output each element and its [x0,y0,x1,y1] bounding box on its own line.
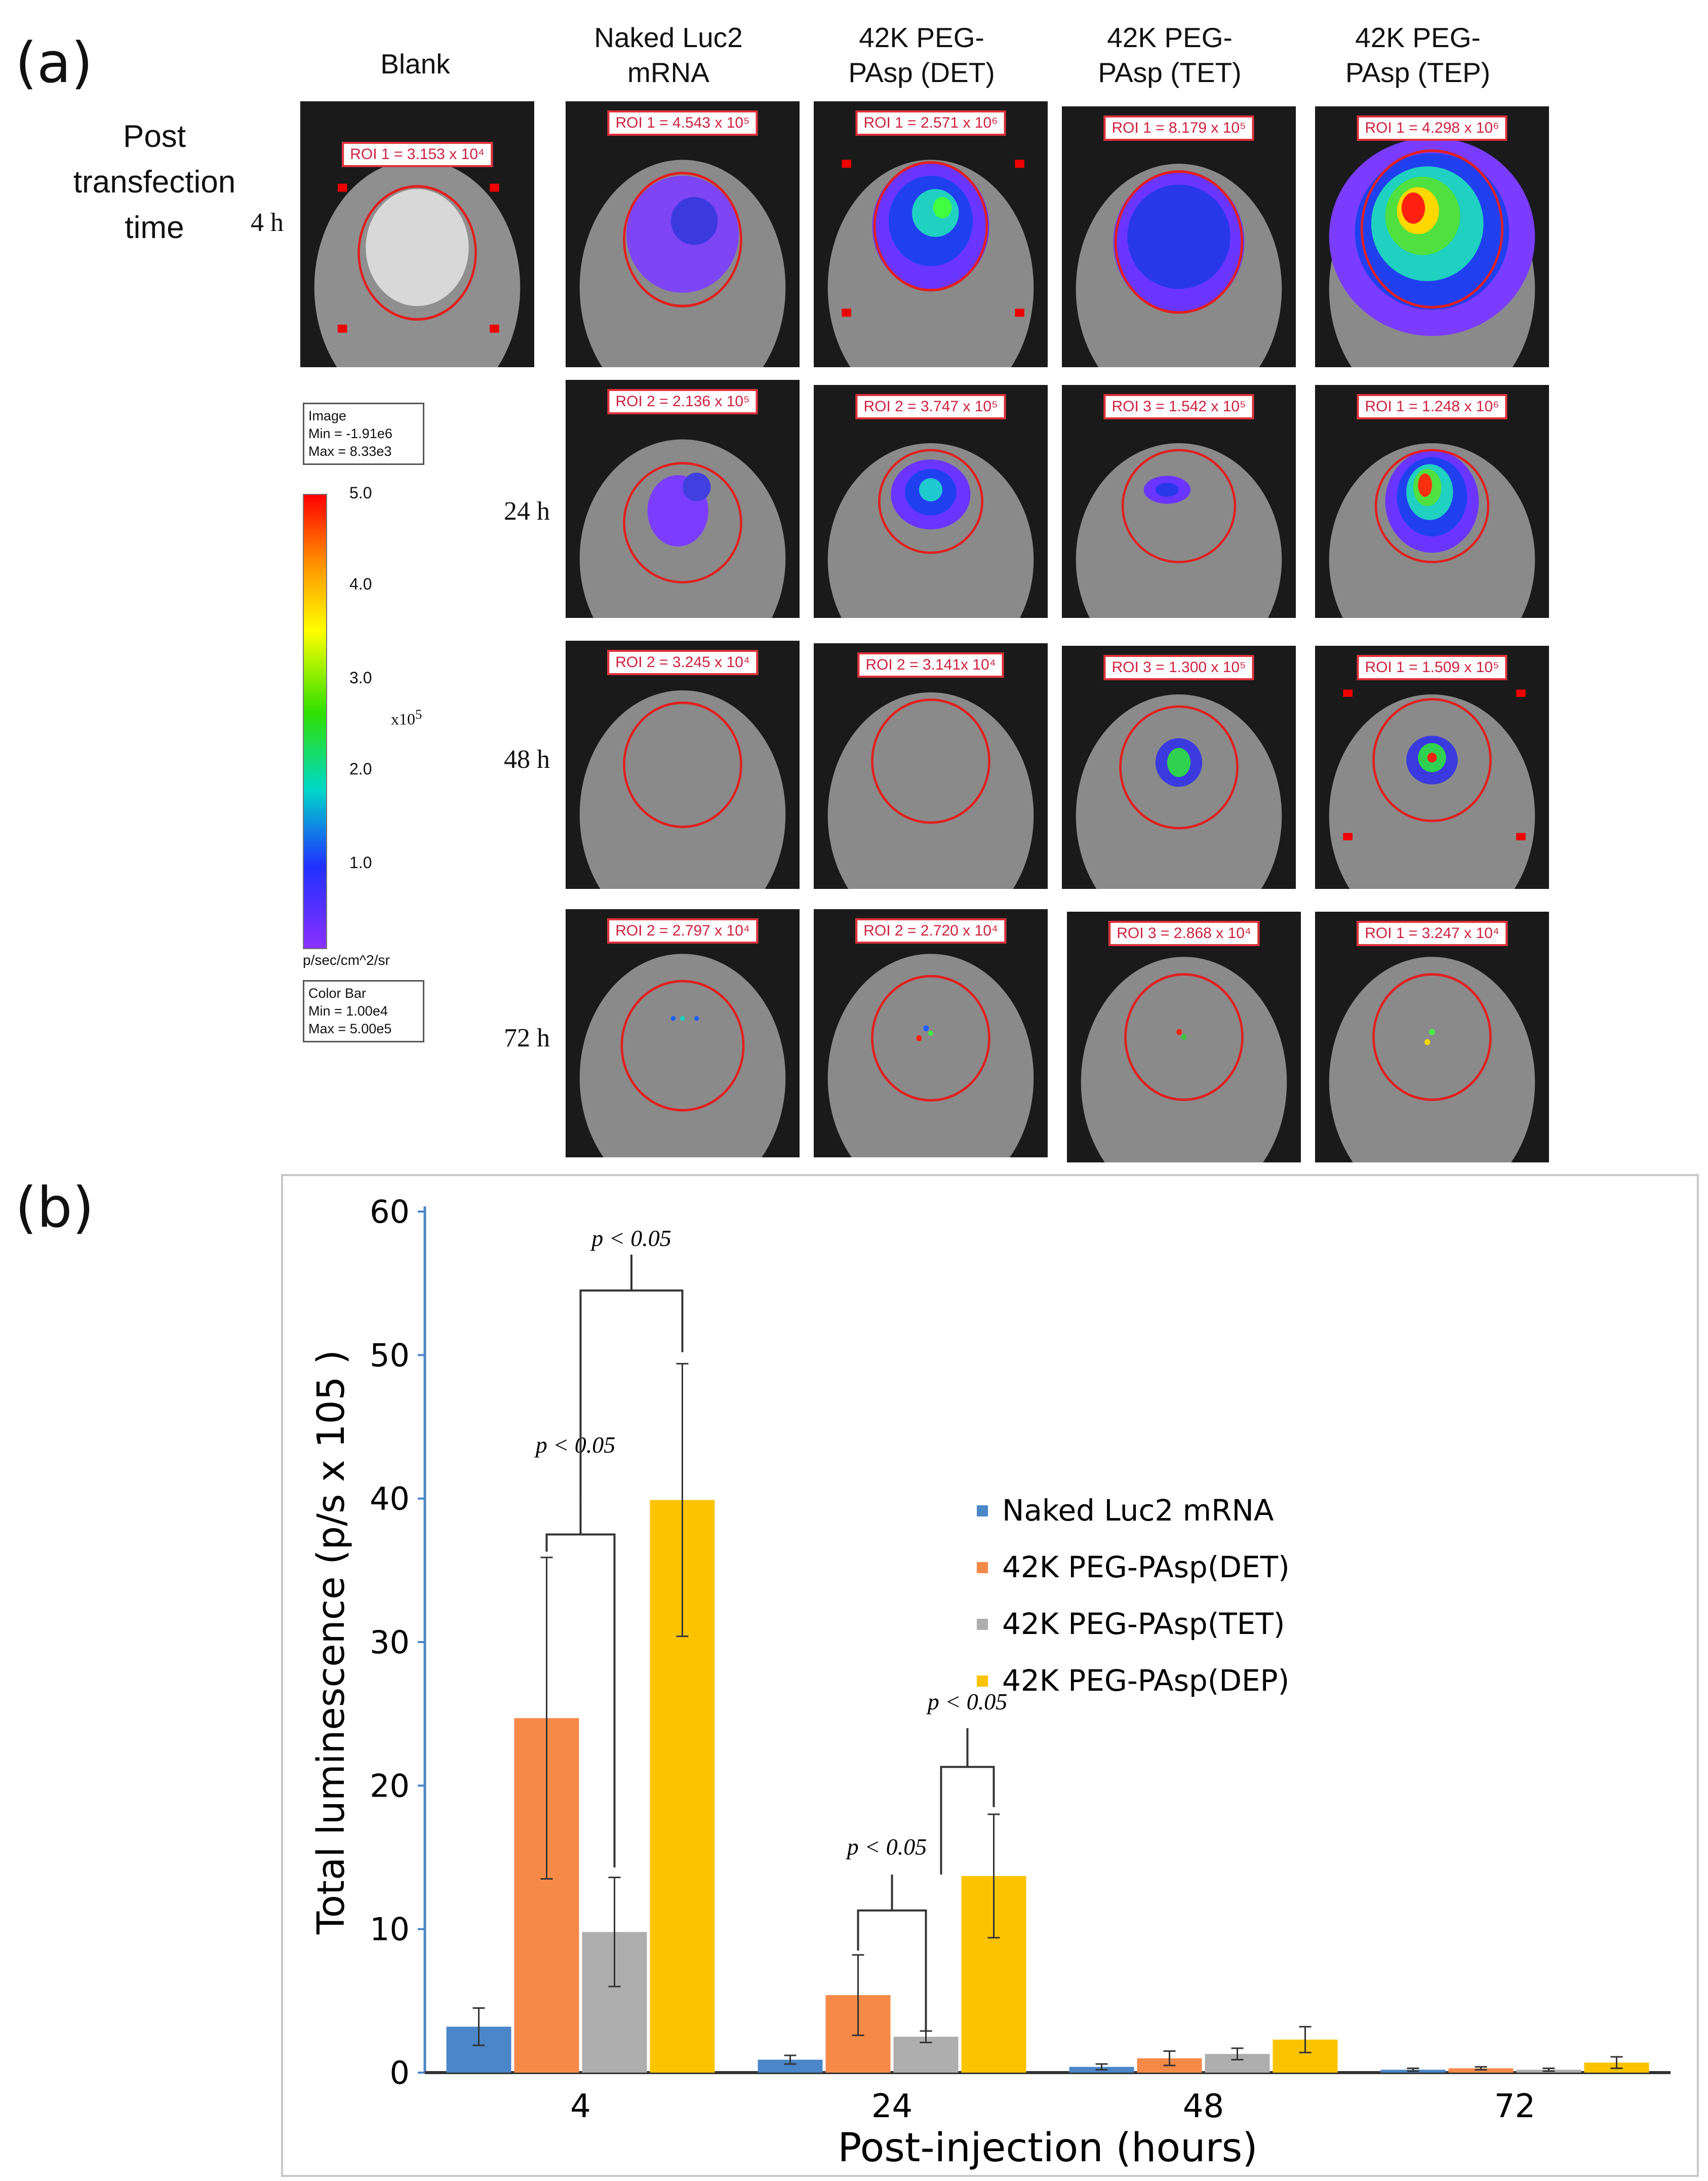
bioluminescence-image: ROI 2 = 3.141x 10⁴ [814,643,1048,889]
side-label-line2: transfection [73,164,236,200]
y-tick-label: 10 [370,1911,410,1948]
y-tick-label: 40 [370,1481,410,1517]
time-label-24h: 24 h [504,497,550,526]
bioluminescence-image: ROI 2 = 2.720 x 10⁴ [814,909,1048,1157]
colorbar-unit: p/sec/cm^2/sr [303,952,390,968]
bioluminescence-image: ROI 2 = 2.797 x 10⁴ [566,909,800,1157]
column-header-tep: 42K PEG- PAsp (TEP) [1345,22,1491,88]
roi-label: ROI 2 = 2.136 x 10⁵ [607,389,758,414]
roi-label: ROI 3 = 1.542 x 10⁵ [1103,394,1254,419]
significance-label: p < 0.05 [534,1432,616,1458]
bioluminescence-image: ROI 1 = 4.298 x 10⁶ [1315,106,1549,367]
roi-label: ROI 2 = 3.245 x 10⁴ [607,650,758,675]
colorbar-info-min: Min = 1.00e4 [308,1003,388,1019]
column-header-det: 42K PEG- PAsp (DET) [848,22,995,88]
bioluminescence-image: ROI 1 = 1.248 x 10⁶ [1315,385,1549,618]
significance-bracket [940,1766,995,1875]
legend-swatch [977,1505,988,1516]
y-tick-label: 20 [370,1767,410,1804]
roi-label: ROI 1 = 4.298 x 10⁶ [1357,115,1507,141]
x-tick-label: 72 [1494,2088,1535,2125]
legend-swatch [977,1676,988,1687]
bar-chart: 0 10 20 30 40 50 60 4 24 48 72 p < 0.05 p < 0.05 p < … [309,1193,1671,2171]
roi-label: ROI 1 = 4.543 x 10⁵ [607,110,758,136]
side-label-line1: Post [123,119,186,154]
legend-entry: Naked Luc2 mRNA [1002,1493,1274,1528]
time-label-4h: 4 h [251,208,284,237]
column-header-blank: Blank [380,48,450,80]
x-tick-label: 24 [871,2088,912,2125]
bioluminescence-image: ROI 1 = 4.543 x 10⁵ [566,101,800,367]
chart-frame: 0 10 20 30 40 50 60 4 24 48 72 p < 0.05 p < 0.05 p < … [281,1174,1699,2177]
legend-entry: 42K PEG-PAsp(DET) [1002,1550,1290,1584]
colorbar-tick: 2.0 [349,760,372,778]
colorbar-tick: 1.0 [349,853,372,872]
colorbar-tick: 3.0 [349,669,372,687]
bioluminescence-image: ROI 2 = 3.245 x 10⁴ [566,641,800,889]
roi-label: ROI 1 = 2.571 x 10⁶ [855,110,1006,136]
bioluminescence-image: ROI 1 = 1.509 x 10⁵ [1315,646,1549,889]
post-transfection-label: Post transfection time [71,114,238,251]
legend-swatch [977,1562,988,1573]
roi-label: ROI 3 = 2.868 x 10⁴ [1108,921,1259,946]
colorbar-multiplier: x105 [391,707,422,729]
image-info-max: Max = 8.33e3 [308,444,392,459]
significance-label: p < 0.05 [926,1689,1008,1715]
colorbar-info-title: Color Bar [308,986,367,1001]
legend-entry: 42K PEG-PAsp(DEP) [1002,1663,1289,1698]
roi-label: ROI 3 = 1.300 x 10⁵ [1103,655,1254,680]
panel-a-label: (a) [15,30,93,95]
y-tick-label: 0 [390,2054,410,2091]
y-tick-label: 60 [370,1193,410,1230]
bioluminescence-image: ROI 1 = 2.571 x 10⁶ [814,101,1048,367]
colorbar-info-max: Max = 5.00e5 [308,1021,392,1037]
bioluminescence-image: ROI 1 = 3.247 x 10⁴ [1315,912,1549,1162]
bioluminescence-image: ROI 3 = 1.542 x 10⁵ [1062,385,1296,618]
image-info-min: Min = -1.91e6 [308,426,392,442]
column-header-tet: 42K PEG- PAsp (TET) [1098,22,1242,88]
colorbar [303,494,327,949]
legend-swatch [977,1619,988,1630]
colorbar-info-box: Color Bar Min = 1.00e4 Max = 5.00e5 [303,980,424,1043]
roi-label: ROI 2 = 2.797 x 10⁴ [607,918,758,944]
bioluminescence-image: ROI 3 = 1.300 x 10⁵ [1062,646,1296,889]
column-header-naked: Naked Luc2 mRNA [594,22,743,88]
panel-b-label: (b) [15,1175,94,1240]
bioluminescence-image: ROI 3 = 2.868 x 10⁴ [1067,912,1301,1162]
colorbar-tick: 4.0 [349,575,372,593]
significance-label: p < 0.05 [846,1834,927,1859]
roi-label: ROI 1 = 3.153 x 10⁴ [342,142,493,167]
colorbar-multiplier-exponent: 5 [415,707,422,722]
time-label-72h: 72 h [504,1024,550,1053]
colorbar-tick: 5.0 [349,484,372,502]
roi-label: ROI 2 = 3.747 x 10⁵ [855,394,1006,419]
roi-label: ROI 1 = 1.509 x 10⁵ [1357,655,1507,680]
bioluminescence-image: ROI 1 = 8.179 x 10⁵ [1062,106,1296,367]
significance-label: p < 0.05 [590,1225,671,1251]
y-tick-label: 30 [370,1624,410,1661]
roi-label: ROI 1 = 8.179 x 10⁵ [1103,115,1254,141]
bioluminescence-image: ROI 2 = 3.747 x 10⁵ [814,385,1048,618]
side-label-line3: time [125,210,184,245]
bioluminescence-image: ROI 2 = 2.136 x 10⁵ [566,380,800,618]
roi-label: ROI 1 = 1.248 x 10⁶ [1357,394,1507,419]
x-axis-title: Post-injection (hours) [838,2125,1257,2171]
image-info-title: Image [308,408,347,423]
legend-entry: 42K PEG-PAsp(TET) [1002,1607,1285,1641]
roi-label: ROI 1 = 3.247 x 10⁴ [1357,921,1507,946]
x-tick-label: 4 [570,2088,591,2125]
significance-bracket [579,1289,684,1499]
time-label-48h: 48 h [504,745,550,774]
roi-label: ROI 2 = 3.141x 10⁴ [857,652,1004,678]
significance-bracket [857,1909,927,2031]
y-tick-label: 50 [370,1337,410,1374]
y-axis-title: Total luminescence (p/s x 105 ) [309,1350,353,1935]
x-tick-label: 48 [1183,2088,1224,2125]
roi-label: ROI 2 = 2.720 x 10⁴ [855,918,1006,944]
image-info-box: Image Min = -1.91e6 Max = 8.33e3 [303,403,424,465]
bioluminescence-image: ROI 1 = 3.153 x 10⁴ [300,101,534,367]
colorbar-multiplier-base: x10 [391,710,415,728]
